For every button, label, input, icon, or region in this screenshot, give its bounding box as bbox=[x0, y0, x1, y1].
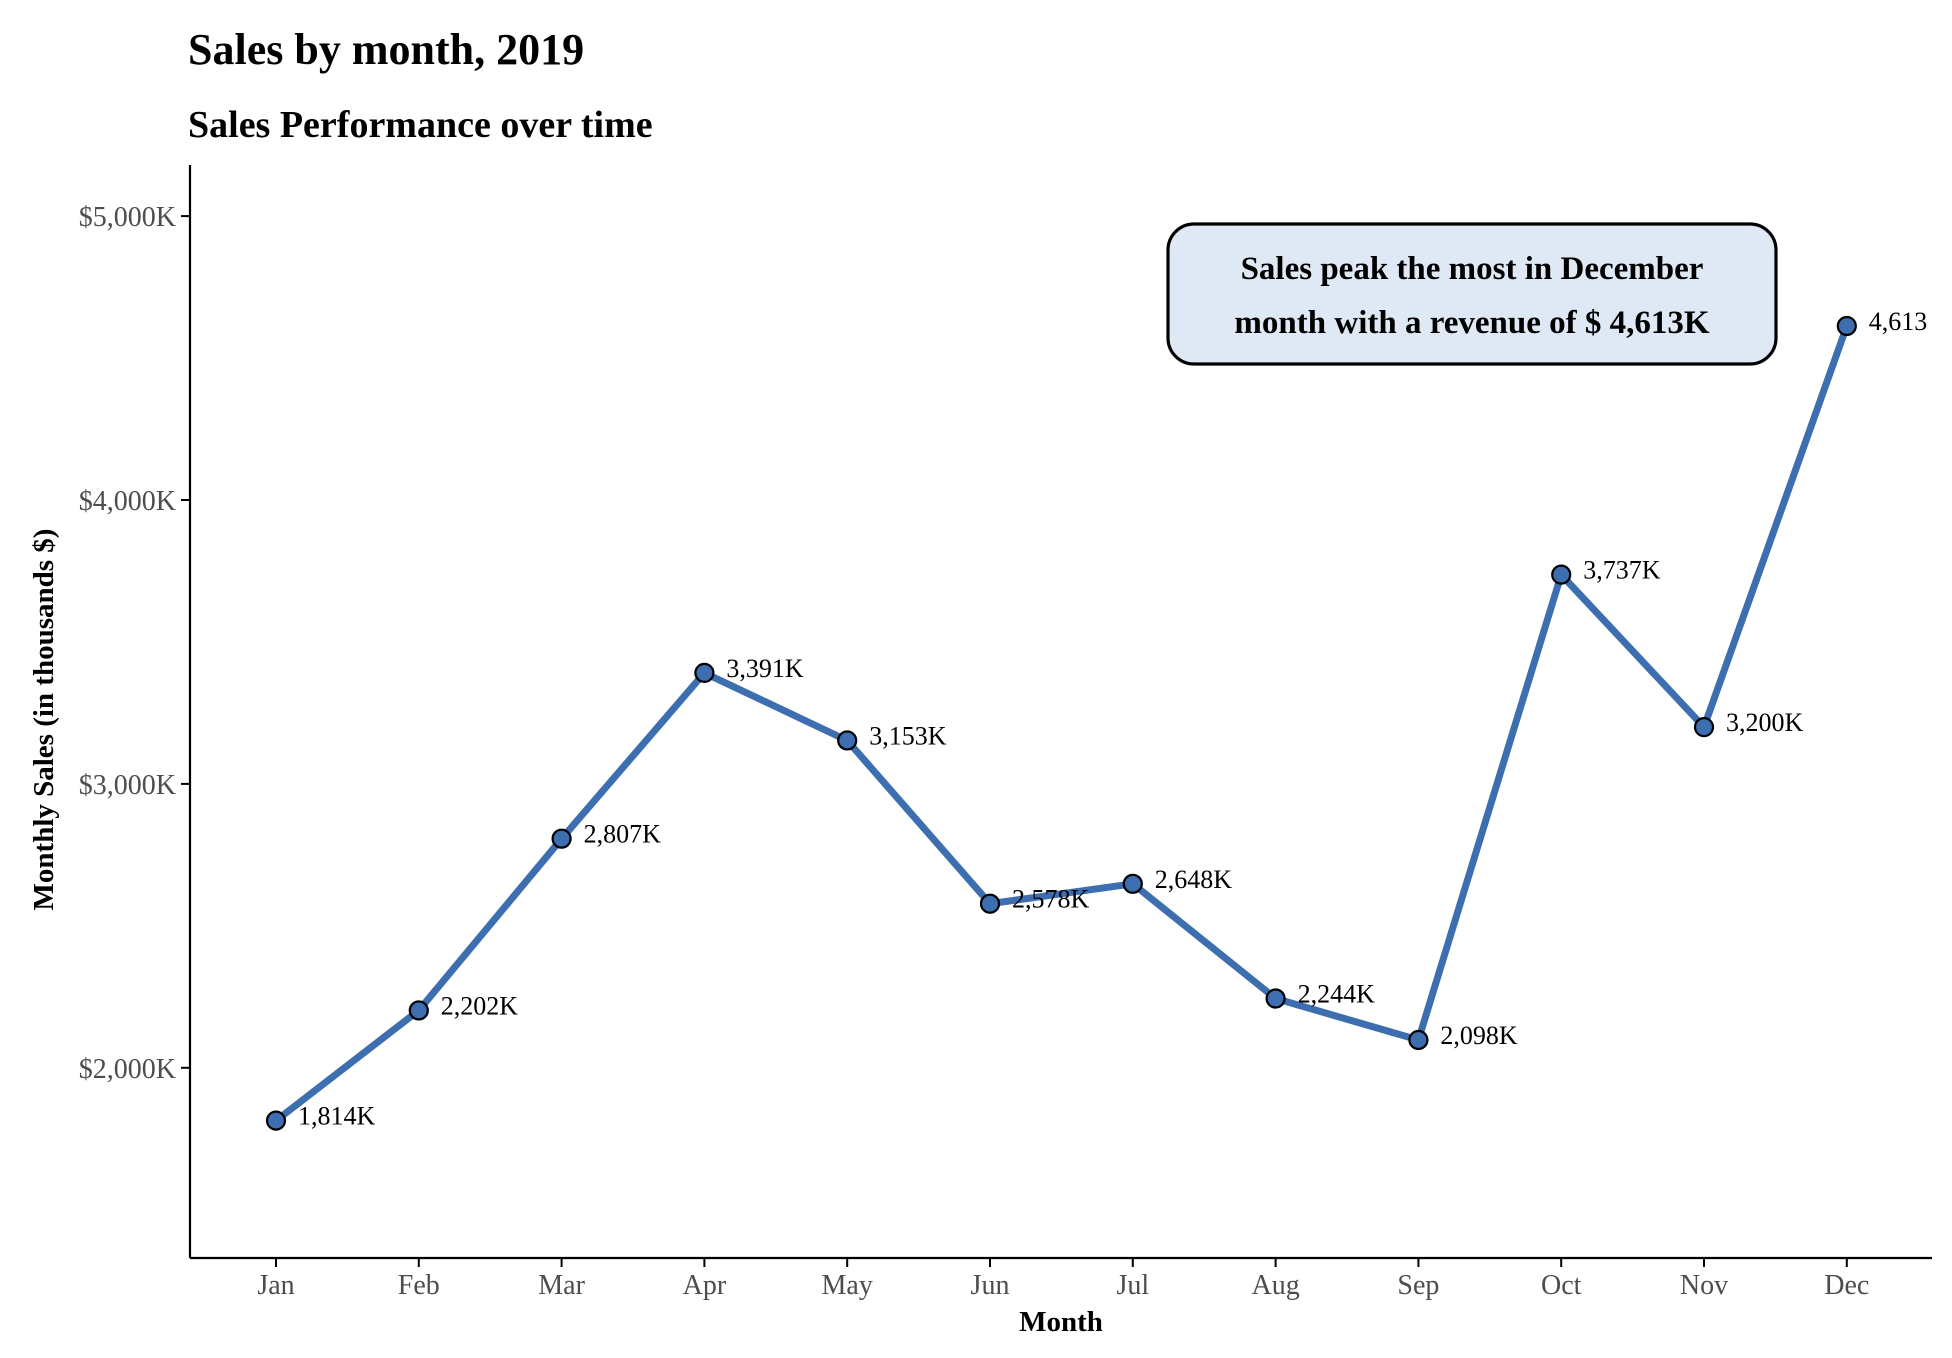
data-point-mar bbox=[551, 828, 572, 849]
data-point-dec bbox=[1836, 315, 1857, 337]
annotation-line-1: Sales peak the most in December bbox=[1241, 251, 1704, 287]
data-point-aug bbox=[1265, 988, 1286, 1009]
x-tick-label: Nov bbox=[1680, 1270, 1728, 1301]
data-label-may: 3,153K bbox=[869, 721, 947, 750]
y-axis-title: Monthly Sales (in thousands $) bbox=[28, 529, 60, 911]
y-tick-label: $5,000K bbox=[79, 202, 176, 233]
x-tick-label: Aug bbox=[1251, 1270, 1299, 1301]
data-point-feb bbox=[408, 1000, 429, 1021]
data-label-aug: 2,244K bbox=[1298, 980, 1376, 1009]
x-axis-title: Month bbox=[1019, 1306, 1103, 1338]
data-point-apr bbox=[694, 662, 715, 683]
data-label-jan: 1,814K bbox=[298, 1102, 376, 1131]
data-point-jul bbox=[1122, 873, 1143, 894]
x-tick-label: Jun bbox=[971, 1270, 1010, 1301]
data-label-mar: 2,807K bbox=[584, 820, 662, 849]
peak-annotation: Sales peak the most in December month wi… bbox=[1166, 222, 1778, 366]
data-points bbox=[265, 315, 1857, 1131]
data-point-may bbox=[837, 730, 858, 751]
data-point-nov bbox=[1693, 717, 1715, 738]
chart-title: Sales by month, 2019 bbox=[188, 25, 585, 74]
data-label-jun: 2,578K bbox=[1012, 885, 1090, 914]
x-tick-label: Mar bbox=[538, 1270, 585, 1301]
annotation-line-2: month with a revenue of $ 4,613K bbox=[1234, 305, 1709, 341]
data-point-sep bbox=[1408, 1029, 1429, 1051]
y-tick-label: $2,000K bbox=[79, 1054, 176, 1085]
data-point-jun bbox=[979, 893, 1001, 914]
annotation-box bbox=[1166, 222, 1778, 366]
y-tick-label: $4,000K bbox=[79, 486, 176, 517]
data-label-jul: 2,648K bbox=[1155, 865, 1233, 894]
data-label-nov: 3,200K bbox=[1726, 708, 1804, 737]
x-tick-label: Oct bbox=[1541, 1270, 1582, 1301]
y-axis-ticks: $2,000K $3,000K $4,000K $5,000K bbox=[79, 202, 190, 1085]
x-axis-ticks: Jan Feb Mar Apr May Jun Jul Aug Sep Oct Nov Dec bbox=[257, 1258, 1869, 1301]
x-tick-label: Sep bbox=[1397, 1270, 1439, 1301]
data-point-jan bbox=[265, 1110, 287, 1131]
x-tick-label: Feb bbox=[398, 1270, 440, 1301]
data-label-feb: 2,202K bbox=[441, 991, 519, 1020]
data-point-oct bbox=[1551, 564, 1572, 585]
data-label-oct: 3,737K bbox=[1583, 556, 1661, 585]
chart-subtitle: Sales Performance over time bbox=[188, 104, 653, 146]
sales-series-line bbox=[272, 322, 1851, 1125]
x-tick-label: Dec bbox=[1824, 1270, 1869, 1301]
data-labels: 1,814K 2,202K 2,807K 3,391K 3,153K 2,578K 2,64… bbox=[298, 307, 1927, 1131]
data-label-apr: 3,391K bbox=[726, 654, 804, 683]
data-label-dec: 4,613 bbox=[1869, 307, 1928, 336]
x-tick-label: Jan bbox=[257, 1270, 294, 1301]
x-tick-label: May bbox=[822, 1270, 873, 1301]
y-tick-label: $3,000K bbox=[79, 770, 176, 801]
x-tick-label: Jul bbox=[1116, 1270, 1149, 1301]
x-tick-label: Apr bbox=[683, 1270, 727, 1301]
data-label-sep: 2,098K bbox=[1440, 1021, 1518, 1050]
